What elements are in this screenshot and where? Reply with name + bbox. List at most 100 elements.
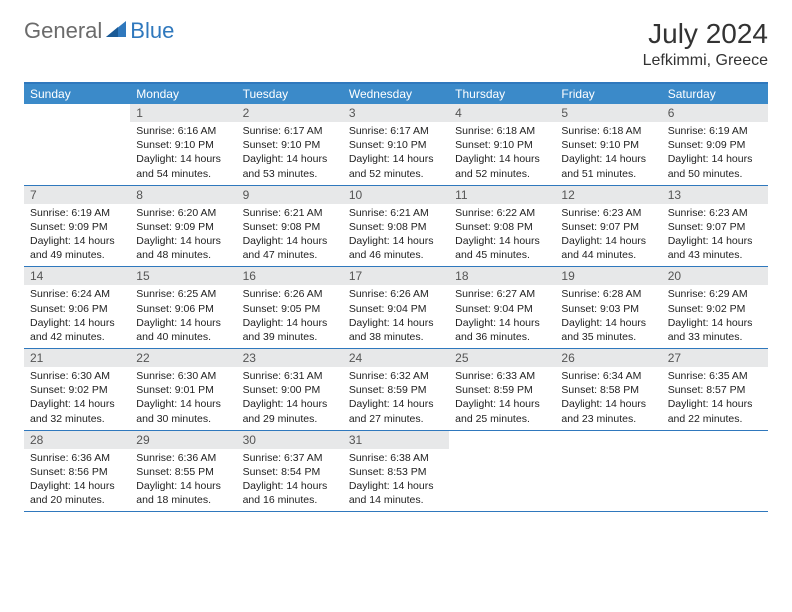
day-cell: 26Sunrise: 6:34 AMSunset: 8:58 PMDayligh… — [555, 349, 661, 430]
day-info-line: Sunrise: 6:26 AM — [349, 287, 443, 301]
day-info-line: Sunrise: 6:19 AM — [668, 124, 762, 138]
day-info-line: Sunset: 8:59 PM — [455, 383, 549, 397]
day-info-line: Sunrise: 6:34 AM — [561, 369, 655, 383]
day-info-line: and 50 minutes. — [668, 167, 762, 181]
day-body — [555, 435, 661, 441]
day-info-line: and 48 minutes. — [136, 248, 230, 262]
day-number: 4 — [449, 104, 555, 122]
day-info-line: Sunrise: 6:20 AM — [136, 206, 230, 220]
day-body — [24, 108, 130, 114]
day-body: Sunrise: 6:17 AMSunset: 9:10 PMDaylight:… — [343, 122, 449, 185]
day-body — [662, 435, 768, 441]
day-info-line: Daylight: 14 hours — [561, 316, 655, 330]
day-body: Sunrise: 6:25 AMSunset: 9:06 PMDaylight:… — [130, 285, 236, 348]
day-body: Sunrise: 6:27 AMSunset: 9:04 PMDaylight:… — [449, 285, 555, 348]
day-body: Sunrise: 6:21 AMSunset: 9:08 PMDaylight:… — [237, 204, 343, 267]
day-info-line: Sunset: 9:04 PM — [455, 302, 549, 316]
day-info-line: Sunset: 9:04 PM — [349, 302, 443, 316]
day-info-line: Sunset: 9:08 PM — [243, 220, 337, 234]
day-body: Sunrise: 6:37 AMSunset: 8:54 PMDaylight:… — [237, 449, 343, 512]
day-info-line: Sunrise: 6:35 AM — [668, 369, 762, 383]
day-info-line: Sunrise: 6:33 AM — [455, 369, 549, 383]
day-cell: 22Sunrise: 6:30 AMSunset: 9:01 PMDayligh… — [130, 349, 236, 430]
day-info-line: Daylight: 14 hours — [668, 316, 762, 330]
day-body: Sunrise: 6:36 AMSunset: 8:55 PMDaylight:… — [130, 449, 236, 512]
day-info-line: Sunset: 8:57 PM — [668, 383, 762, 397]
day-number: 8 — [130, 186, 236, 204]
day-info-line: Sunset: 9:01 PM — [136, 383, 230, 397]
day-body: Sunrise: 6:24 AMSunset: 9:06 PMDaylight:… — [24, 285, 130, 348]
day-info-line: Sunset: 9:09 PM — [136, 220, 230, 234]
day-info-line: Sunrise: 6:29 AM — [668, 287, 762, 301]
day-info-line: and 51 minutes. — [561, 167, 655, 181]
day-info-line: Sunset: 9:06 PM — [136, 302, 230, 316]
day-header: Friday — [555, 84, 661, 104]
day-info-line: Daylight: 14 hours — [668, 234, 762, 248]
day-cell: 7Sunrise: 6:19 AMSunset: 9:09 PMDaylight… — [24, 186, 130, 267]
day-info-line: Sunset: 9:00 PM — [243, 383, 337, 397]
day-header: Monday — [130, 84, 236, 104]
day-info-line: Daylight: 14 hours — [561, 234, 655, 248]
day-info-line: and 16 minutes. — [243, 493, 337, 507]
day-info-line: Daylight: 14 hours — [30, 316, 124, 330]
day-info-line: and 25 minutes. — [455, 412, 549, 426]
day-info-line: Daylight: 14 hours — [561, 397, 655, 411]
day-body: Sunrise: 6:23 AMSunset: 9:07 PMDaylight:… — [662, 204, 768, 267]
day-body: Sunrise: 6:16 AMSunset: 9:10 PMDaylight:… — [130, 122, 236, 185]
day-info-line: Sunrise: 6:23 AM — [668, 206, 762, 220]
day-cell: 15Sunrise: 6:25 AMSunset: 9:06 PMDayligh… — [130, 267, 236, 348]
day-info-line: Sunset: 9:10 PM — [243, 138, 337, 152]
day-info-line: Sunrise: 6:24 AM — [30, 287, 124, 301]
week-row: 1Sunrise: 6:16 AMSunset: 9:10 PMDaylight… — [24, 104, 768, 186]
day-info-line: Sunrise: 6:31 AM — [243, 369, 337, 383]
day-body: Sunrise: 6:23 AMSunset: 9:07 PMDaylight:… — [555, 204, 661, 267]
day-body: Sunrise: 6:33 AMSunset: 8:59 PMDaylight:… — [449, 367, 555, 430]
day-cell: 23Sunrise: 6:31 AMSunset: 9:00 PMDayligh… — [237, 349, 343, 430]
day-body: Sunrise: 6:18 AMSunset: 9:10 PMDaylight:… — [449, 122, 555, 185]
day-info-line: and 54 minutes. — [136, 167, 230, 181]
day-number: 30 — [237, 431, 343, 449]
day-cell: 21Sunrise: 6:30 AMSunset: 9:02 PMDayligh… — [24, 349, 130, 430]
day-number: 12 — [555, 186, 661, 204]
day-info-line: Sunrise: 6:22 AM — [455, 206, 549, 220]
day-info-line: Daylight: 14 hours — [30, 479, 124, 493]
day-info-line: and 43 minutes. — [668, 248, 762, 262]
day-body: Sunrise: 6:35 AMSunset: 8:57 PMDaylight:… — [662, 367, 768, 430]
logo-text-general: General — [24, 18, 102, 44]
day-info-line: Sunset: 8:56 PM — [30, 465, 124, 479]
day-number: 16 — [237, 267, 343, 285]
day-body: Sunrise: 6:19 AMSunset: 9:09 PMDaylight:… — [24, 204, 130, 267]
day-info-line: and 49 minutes. — [30, 248, 124, 262]
day-info-line: and 14 minutes. — [349, 493, 443, 507]
day-info-line: Sunset: 9:10 PM — [349, 138, 443, 152]
day-number: 24 — [343, 349, 449, 367]
day-cell — [24, 104, 130, 185]
day-info-line: and 45 minutes. — [455, 248, 549, 262]
day-number: 11 — [449, 186, 555, 204]
day-body: Sunrise: 6:22 AMSunset: 9:08 PMDaylight:… — [449, 204, 555, 267]
day-number: 28 — [24, 431, 130, 449]
day-cell: 12Sunrise: 6:23 AMSunset: 9:07 PMDayligh… — [555, 186, 661, 267]
day-info-line: and 20 minutes. — [30, 493, 124, 507]
day-info-line: Daylight: 14 hours — [136, 234, 230, 248]
day-info-line: and 18 minutes. — [136, 493, 230, 507]
day-number: 25 — [449, 349, 555, 367]
day-body: Sunrise: 6:26 AMSunset: 9:04 PMDaylight:… — [343, 285, 449, 348]
day-info-line: Sunset: 8:58 PM — [561, 383, 655, 397]
day-info-line: Sunrise: 6:30 AM — [136, 369, 230, 383]
day-info-line: Sunrise: 6:32 AM — [349, 369, 443, 383]
location: Lefkimmi, Greece — [643, 52, 768, 70]
day-header: Saturday — [662, 84, 768, 104]
day-body: Sunrise: 6:32 AMSunset: 8:59 PMDaylight:… — [343, 367, 449, 430]
day-info-line: and 38 minutes. — [349, 330, 443, 344]
day-info-line: and 40 minutes. — [136, 330, 230, 344]
weeks-container: 1Sunrise: 6:16 AMSunset: 9:10 PMDaylight… — [24, 104, 768, 512]
week-row: 28Sunrise: 6:36 AMSunset: 8:56 PMDayligh… — [24, 431, 768, 513]
day-header: Tuesday — [237, 84, 343, 104]
day-cell: 6Sunrise: 6:19 AMSunset: 9:09 PMDaylight… — [662, 104, 768, 185]
day-cell: 2Sunrise: 6:17 AMSunset: 9:10 PMDaylight… — [237, 104, 343, 185]
day-info-line: and 46 minutes. — [349, 248, 443, 262]
day-info-line: Sunrise: 6:23 AM — [561, 206, 655, 220]
day-body: Sunrise: 6:19 AMSunset: 9:09 PMDaylight:… — [662, 122, 768, 185]
day-number: 22 — [130, 349, 236, 367]
